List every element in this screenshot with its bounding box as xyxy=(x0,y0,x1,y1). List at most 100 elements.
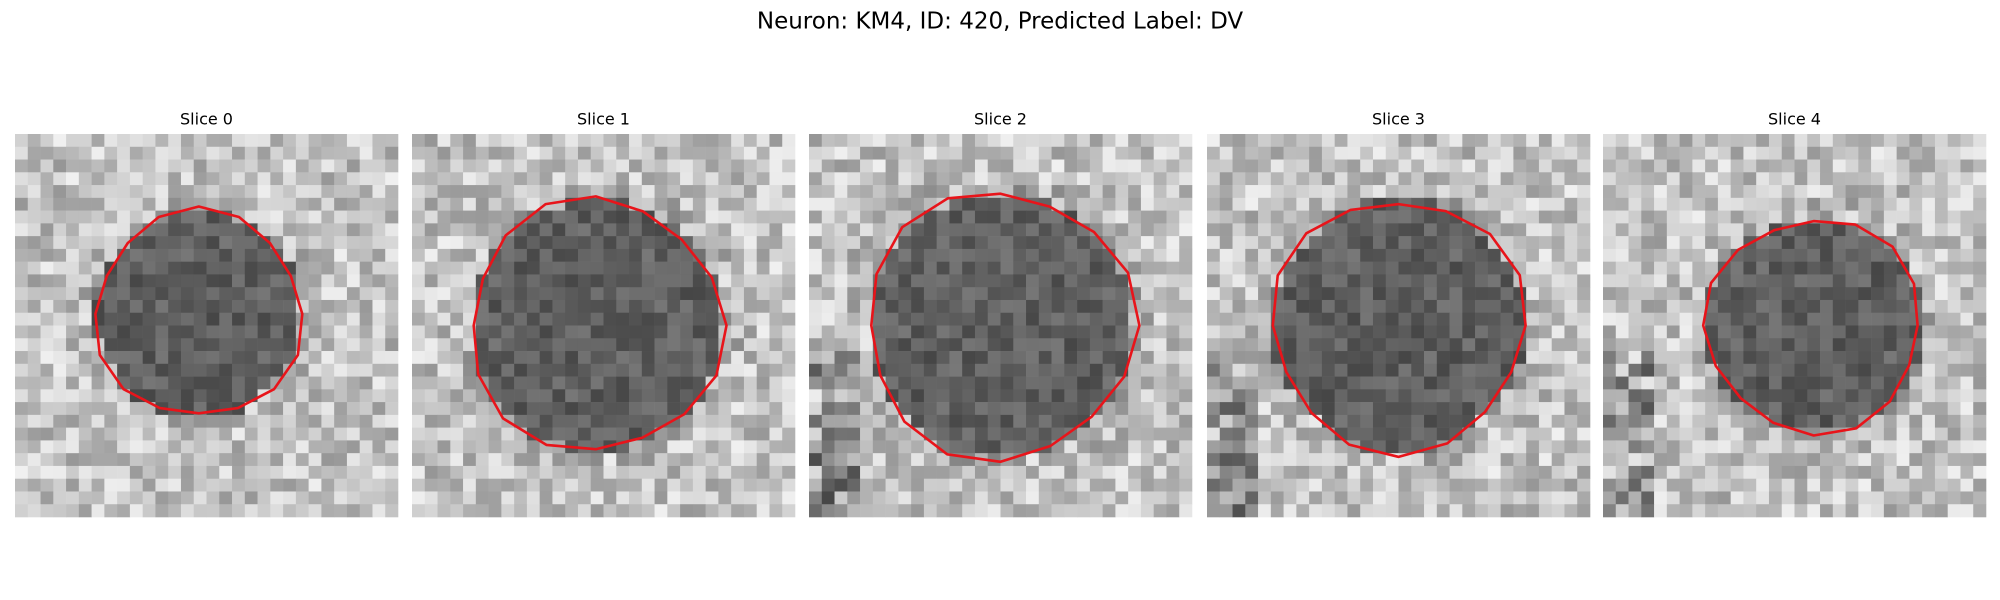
pixel xyxy=(1424,312,1438,326)
pixel xyxy=(1551,465,1565,479)
pixel xyxy=(385,210,399,224)
pixel xyxy=(1845,261,1859,275)
pixel xyxy=(1038,414,1052,428)
pixel xyxy=(180,223,195,237)
pixel xyxy=(1743,210,1757,224)
pixel xyxy=(27,504,41,518)
pixel xyxy=(1128,248,1142,262)
pixel xyxy=(1232,427,1246,441)
pixel xyxy=(1845,402,1859,416)
pixel xyxy=(1283,389,1297,403)
pixel xyxy=(1858,248,1872,262)
pixel xyxy=(1166,159,1180,173)
pixel xyxy=(1756,185,1770,199)
pixel xyxy=(424,351,438,365)
pixel xyxy=(1179,197,1193,211)
pixel xyxy=(91,453,105,467)
pixel xyxy=(769,172,783,186)
pixel xyxy=(1577,465,1591,479)
pixel xyxy=(1641,223,1655,237)
pixel xyxy=(308,325,322,339)
pixel xyxy=(232,197,246,211)
pixel xyxy=(1115,453,1129,467)
pixel xyxy=(847,312,861,326)
pixel xyxy=(1102,146,1116,160)
pixel xyxy=(1883,248,1897,262)
pixel xyxy=(1064,363,1078,377)
pixel xyxy=(1781,389,1795,403)
pixel xyxy=(911,465,925,479)
pixel xyxy=(219,363,233,377)
pixel xyxy=(437,223,451,237)
pixel xyxy=(1615,248,1629,262)
pixel xyxy=(1513,223,1527,237)
pixel xyxy=(1947,287,1961,301)
pixel xyxy=(142,504,156,518)
pixel xyxy=(1462,478,1476,492)
pixel xyxy=(1871,185,1885,199)
pixel xyxy=(283,465,297,479)
pixel xyxy=(142,299,156,314)
pixel xyxy=(129,363,143,377)
pixel xyxy=(782,453,796,467)
pixel xyxy=(1641,338,1655,352)
pixel xyxy=(1820,185,1834,199)
pixel xyxy=(1717,134,1731,148)
pixel xyxy=(1679,185,1693,199)
pixel xyxy=(501,363,515,377)
pixel xyxy=(1140,389,1154,403)
pixel xyxy=(1743,338,1757,352)
pixel xyxy=(1166,248,1180,262)
pixel xyxy=(1947,236,1961,250)
pixel xyxy=(718,197,732,211)
pixel xyxy=(923,146,937,160)
pixel xyxy=(1462,248,1476,262)
pixel xyxy=(270,402,284,416)
pixel xyxy=(334,453,348,467)
pixel xyxy=(1000,338,1014,352)
pixel xyxy=(1385,325,1399,339)
pixel xyxy=(1258,351,1272,365)
pixel xyxy=(321,236,335,250)
pixel xyxy=(1411,146,1425,160)
pixel xyxy=(1883,414,1897,428)
pixel xyxy=(680,465,694,479)
pixel xyxy=(1960,134,1974,148)
pixel xyxy=(860,236,874,250)
pixel xyxy=(809,172,823,186)
pixel xyxy=(923,261,937,275)
pixel xyxy=(168,338,182,352)
pixel xyxy=(1411,338,1425,352)
pixel xyxy=(91,248,105,262)
pixel xyxy=(257,210,271,224)
pixel xyxy=(782,197,796,211)
pixel xyxy=(501,312,515,326)
pixel xyxy=(1219,236,1233,250)
pixel xyxy=(577,159,592,173)
pixel xyxy=(40,261,54,275)
pixel xyxy=(437,389,451,403)
pixel xyxy=(667,465,681,479)
pixel xyxy=(1603,478,1617,492)
pixel xyxy=(321,363,335,377)
pixel xyxy=(1232,299,1246,314)
pixel xyxy=(40,274,54,288)
pixel xyxy=(629,414,643,428)
pixel xyxy=(552,299,566,314)
pixel xyxy=(1296,261,1310,275)
pixel xyxy=(346,210,360,224)
pixel xyxy=(514,312,528,326)
pixel xyxy=(1692,299,1706,314)
pixel xyxy=(1462,389,1476,403)
pixel xyxy=(731,504,745,518)
pixel xyxy=(743,389,757,403)
pixel xyxy=(629,185,643,199)
pixel xyxy=(1089,491,1103,505)
pixel xyxy=(412,248,426,262)
pixel xyxy=(1551,172,1565,186)
pixel xyxy=(526,299,540,314)
pixel xyxy=(1705,363,1719,377)
pixel xyxy=(1947,274,1961,288)
pixel xyxy=(1705,312,1719,326)
pixel xyxy=(974,197,989,211)
